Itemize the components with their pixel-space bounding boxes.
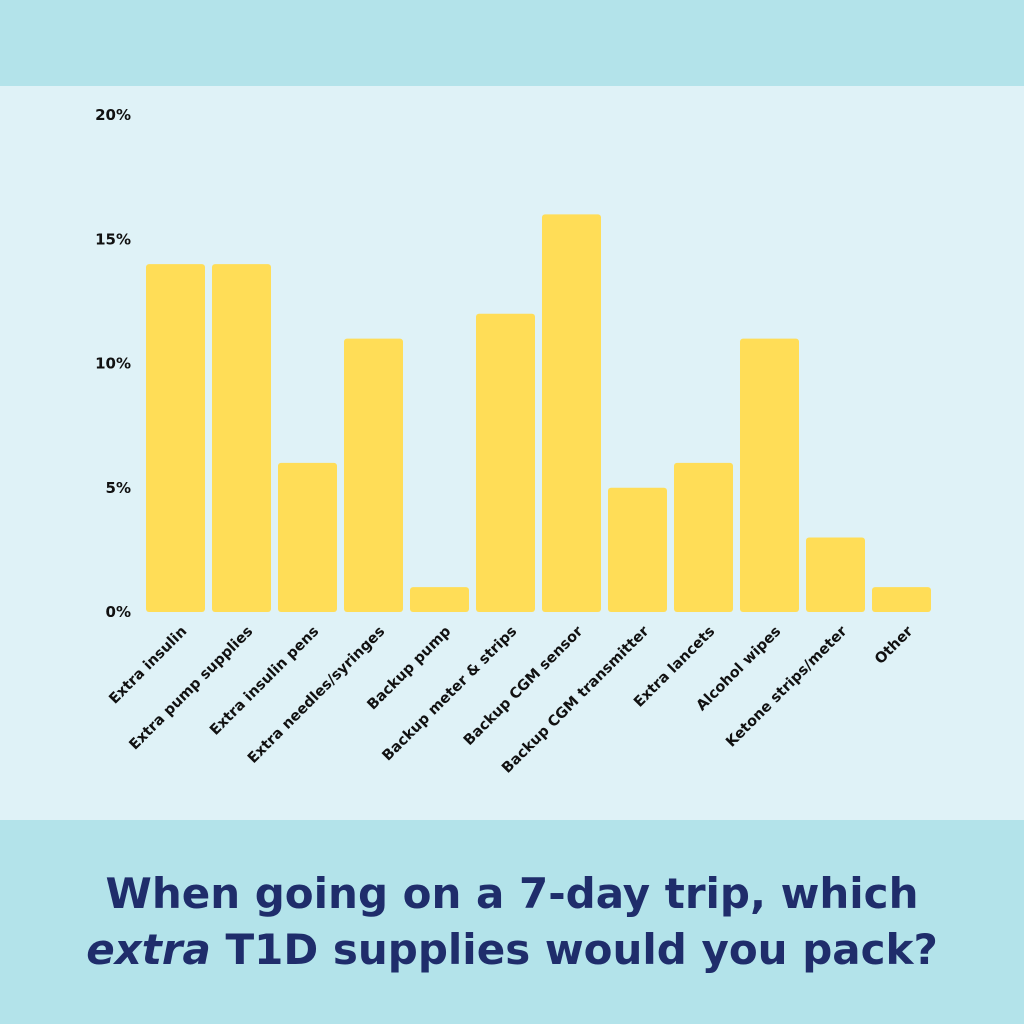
title-line-1: When going on a 7-day trip, which [105, 869, 919, 918]
bar [542, 214, 601, 612]
bar [608, 487, 667, 612]
y-tick-label: 0% [106, 603, 131, 621]
x-tick-label: Other [872, 623, 917, 668]
x-tick-label: Backup CGM sensor [461, 623, 587, 749]
y-tick-label: 15% [95, 230, 131, 248]
bar [146, 264, 205, 612]
x-tick-label: Backup CGM transmitter [499, 623, 653, 777]
bar [872, 587, 931, 612]
title-line-2: extra T1D supplies would you pack? [0, 922, 1024, 978]
x-tick-label: Extra pump supplies [127, 624, 257, 754]
bar [410, 587, 469, 612]
y-tick-label: 20% [95, 106, 131, 124]
chart-title: When going on a 7-day trip, which extra … [0, 866, 1024, 978]
bar [344, 338, 403, 612]
x-tick-label: Extra needles/syringes [245, 624, 388, 767]
bar [674, 462, 733, 612]
x-tick-label: Backup meter & strips [380, 624, 521, 765]
bars [146, 214, 931, 612]
x-tick-label: Ketone strips/meter [723, 623, 851, 751]
x-tick-label: Extra insulin pens [207, 624, 322, 739]
y-tick-label: 10% [95, 355, 131, 373]
top-band [0, 0, 1024, 86]
bottom-band [0, 820, 1024, 1024]
title-emphasis: extra [86, 925, 211, 974]
y-axis-ticks: 0% 5% 10% 15% 20% [95, 106, 131, 621]
title-line-2-rest: T1D supplies would you pack? [210, 925, 938, 974]
bar [212, 264, 271, 612]
y-tick-label: 5% [106, 479, 131, 497]
bar [740, 338, 799, 612]
bar [278, 462, 337, 612]
bar [476, 313, 535, 612]
bar [806, 537, 865, 612]
